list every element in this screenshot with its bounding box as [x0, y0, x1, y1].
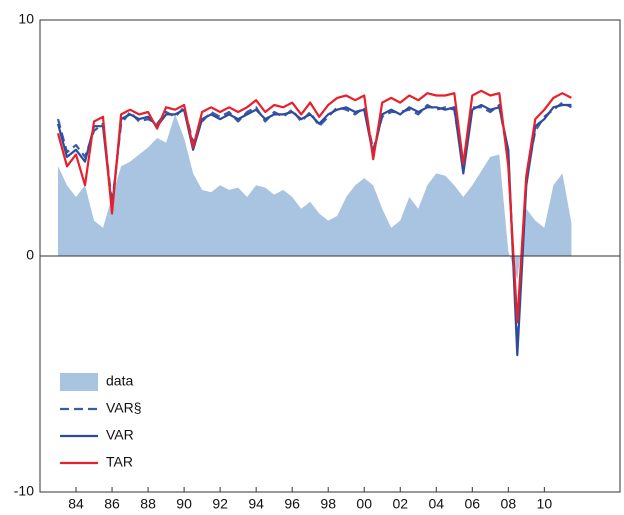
legend-label: TAR	[106, 454, 133, 470]
legend-swatch	[60, 373, 98, 391]
x-tick-label: 06	[465, 496, 481, 512]
x-tick-label: 02	[392, 496, 408, 512]
x-tick-label: 84	[68, 496, 84, 512]
x-tick-label: 92	[212, 496, 228, 512]
x-tick-label: 98	[320, 496, 336, 512]
x-tick-label: 90	[176, 496, 192, 512]
line	[56, 103, 572, 357]
legend-label: VAR§	[106, 400, 142, 416]
legend-label: data	[106, 373, 133, 389]
x-tick-label: 96	[284, 496, 300, 512]
y-tick-label: 10	[18, 11, 34, 27]
x-tick-label: 86	[104, 496, 120, 512]
area	[58, 114, 572, 280]
legend-item: data	[60, 373, 133, 391]
x-tick-label: 00	[356, 496, 372, 512]
line	[56, 89, 572, 324]
y-tick-label: -10	[14, 483, 34, 499]
legend-label: VAR	[106, 427, 134, 443]
x-tick-label: 10	[537, 496, 553, 512]
legend-item: TAR	[60, 454, 133, 470]
x-tick-label: 04	[428, 496, 444, 512]
y-tick-label: 0	[26, 247, 34, 263]
legend-item: VAR§	[60, 400, 142, 416]
x-tick-label: 94	[248, 496, 264, 512]
legend-item: VAR	[60, 427, 134, 443]
x-tick-label: 88	[140, 496, 156, 512]
x-tick-label: 08	[501, 496, 517, 512]
